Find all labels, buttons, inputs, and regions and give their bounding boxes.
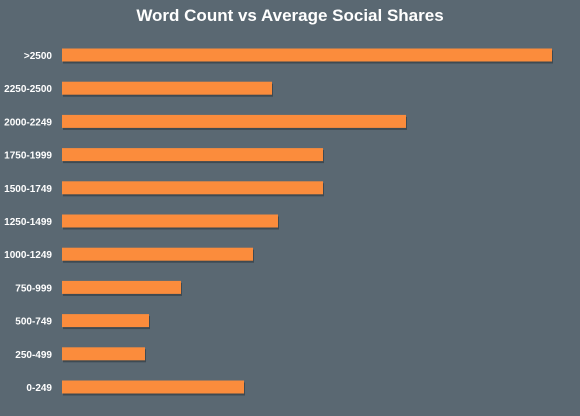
chart-title: Word Count vs Average Social Shares: [136, 6, 444, 25]
category-label: 2250-2500: [4, 84, 52, 95]
category-label: >2500: [24, 51, 53, 62]
bar-500-749: [62, 314, 149, 328]
bar-250-499: [62, 347, 145, 361]
category-label: 250-499: [15, 350, 52, 361]
category-label: 0-249: [26, 383, 52, 394]
category-label: 1750-1999: [4, 151, 52, 162]
bar-750-999: [62, 280, 181, 294]
bar-2000-2249: [62, 114, 406, 128]
bar-2250-2500: [62, 81, 272, 95]
bar->2500: [62, 48, 552, 62]
category-label: 500-749: [15, 317, 52, 328]
category-label: 750-999: [15, 283, 52, 294]
category-label: 1250-1499: [4, 217, 52, 228]
bar-1250-1499: [62, 214, 278, 228]
bar-0-249: [62, 380, 244, 394]
bar-1750-1999: [62, 148, 323, 162]
category-label: 2000-2249: [4, 117, 52, 128]
bar-1500-1749: [62, 181, 323, 195]
category-label: 1000-1249: [4, 250, 52, 261]
bar-1000-1249: [62, 247, 253, 261]
category-label: 1500-1749: [4, 184, 52, 195]
